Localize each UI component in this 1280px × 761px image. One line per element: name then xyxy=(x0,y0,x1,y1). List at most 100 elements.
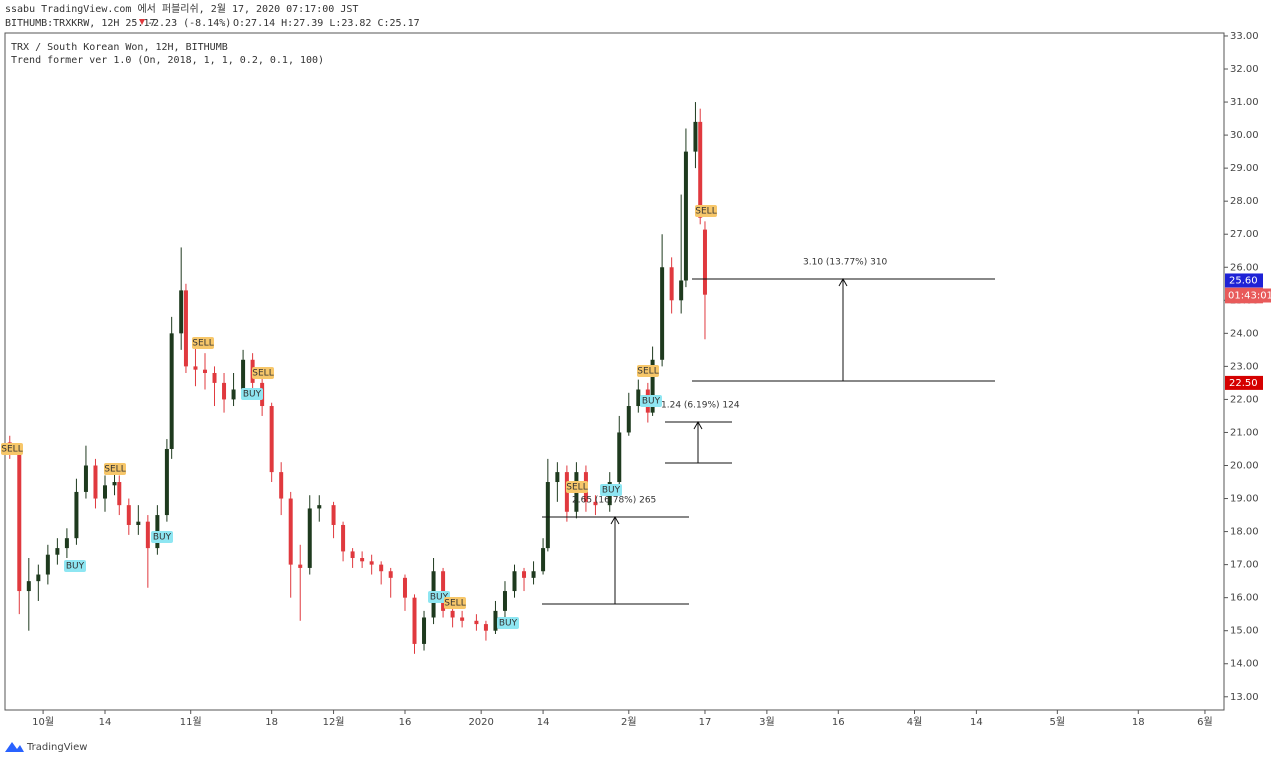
x-tick-label: 2020 xyxy=(468,717,493,728)
candle-body xyxy=(388,571,393,578)
signal-label: BUY xyxy=(153,533,172,543)
candle-body xyxy=(231,389,236,400)
candle-body xyxy=(350,551,355,559)
price-badge-label: 22.50 xyxy=(1229,378,1258,389)
x-tick-label: 16 xyxy=(399,717,412,728)
measure-arrowhead xyxy=(838,277,848,287)
candle-body xyxy=(117,482,122,506)
candle-body xyxy=(402,577,407,598)
x-tick-label: 3월 xyxy=(759,716,775,728)
candle-body xyxy=(626,406,631,433)
price-badge xyxy=(1225,273,1263,288)
candle-body xyxy=(126,505,131,525)
x-tick-label: 14 xyxy=(537,717,550,728)
signal-label: SELL xyxy=(1,445,22,455)
signal-label: SELL xyxy=(252,369,273,379)
candle-body xyxy=(422,617,427,644)
candle-body xyxy=(17,448,22,592)
x-tick-label: 4월 xyxy=(907,716,923,728)
y-tick-label: 27.00 xyxy=(1230,229,1259,240)
candle-body xyxy=(474,620,479,625)
ohlc-value: H:27.39 xyxy=(281,18,323,29)
candle-body xyxy=(45,554,50,575)
symbol: BITHUMB:TRXKRW, 12H 25.17 xyxy=(5,18,156,29)
candle-body xyxy=(555,472,560,483)
candle-body xyxy=(36,574,41,582)
signal-box xyxy=(497,617,519,629)
y-tick-label: 19.00 xyxy=(1230,494,1259,505)
signal-box xyxy=(1,443,23,455)
y-tick-label: 30.00 xyxy=(1230,130,1259,141)
x-tick-label: 14 xyxy=(970,717,983,728)
candle-body xyxy=(450,610,455,618)
y-tick-label: 32.00 xyxy=(1230,64,1259,75)
signal-box xyxy=(640,395,662,407)
signal-label: SELL xyxy=(444,599,465,609)
candle-body xyxy=(541,548,546,572)
signal-box xyxy=(600,484,622,496)
signal-label: BUY xyxy=(430,593,449,603)
candle-body xyxy=(26,581,31,592)
signal-label: BUY xyxy=(642,397,661,407)
signal-box xyxy=(695,205,717,217)
legend-indicator: Trend former ver 1.0 (On, 2018, 1, 1, 0.… xyxy=(11,55,324,66)
signal-label: BUY xyxy=(66,562,85,572)
candle-body xyxy=(307,508,312,568)
candle-body xyxy=(360,558,365,562)
signal-box xyxy=(151,531,173,543)
signal-label: BUY xyxy=(499,619,518,629)
candle-body xyxy=(74,491,79,539)
signal-box xyxy=(566,481,588,493)
measure-label: 2.65 (16.78%) 265 xyxy=(572,496,656,506)
x-tick-label: 6월 xyxy=(1197,716,1213,728)
x-tick-label: 18 xyxy=(265,717,278,728)
signal-box xyxy=(241,388,263,400)
x-tick-label: 11월 xyxy=(180,716,202,728)
candle-body xyxy=(269,406,274,473)
y-tick-label: 23.00 xyxy=(1230,361,1259,372)
y-tick-label: 16.00 xyxy=(1230,593,1259,604)
candle-body xyxy=(483,624,488,631)
ohlc-value: C:25.17 xyxy=(377,18,419,29)
candle-body xyxy=(93,465,98,499)
x-tick-label: 17 xyxy=(699,717,712,728)
candle-body xyxy=(593,501,598,506)
candle-body xyxy=(531,571,536,578)
candle-body xyxy=(164,448,169,516)
candle-body xyxy=(288,498,293,565)
y-tick-label: 20.00 xyxy=(1230,461,1259,472)
signal-box xyxy=(192,337,214,349)
signal-label: SELL xyxy=(695,207,716,217)
signal-label: BUY xyxy=(243,390,262,400)
candle-body xyxy=(460,617,465,621)
signal-label: SELL xyxy=(192,339,213,349)
signal-label: SELL xyxy=(637,367,658,377)
candle-body xyxy=(522,571,527,578)
candle-body xyxy=(341,524,346,552)
candle-body xyxy=(693,121,698,152)
y-tick-label: 31.00 xyxy=(1230,97,1259,108)
candle-body xyxy=(136,521,141,525)
candle-body xyxy=(102,485,107,499)
measure-label: 1.24 (6.19%) 124 xyxy=(661,401,740,411)
candle-body xyxy=(212,372,217,383)
candle-body xyxy=(202,369,207,373)
candle-body xyxy=(683,151,688,281)
countdown-badge xyxy=(1225,288,1271,303)
candle-body xyxy=(412,597,417,644)
x-tick-label: 12월 xyxy=(323,716,345,728)
candle-body xyxy=(193,366,198,370)
y-tick-label: 21.00 xyxy=(1230,427,1259,438)
y-tick-label: 28.00 xyxy=(1230,196,1259,207)
candle-body xyxy=(636,389,641,407)
price-badge-label: 25.60 xyxy=(1229,275,1258,286)
candle-body xyxy=(679,280,684,301)
candle-body xyxy=(55,548,60,555)
signal-label: SELL xyxy=(104,465,125,475)
x-tick-label: 16 xyxy=(832,717,845,728)
candle-body xyxy=(179,290,184,334)
plot-frame xyxy=(4,32,1225,711)
countdown: 01:43:01 xyxy=(1228,291,1273,302)
measure-arrowhead xyxy=(693,420,703,430)
